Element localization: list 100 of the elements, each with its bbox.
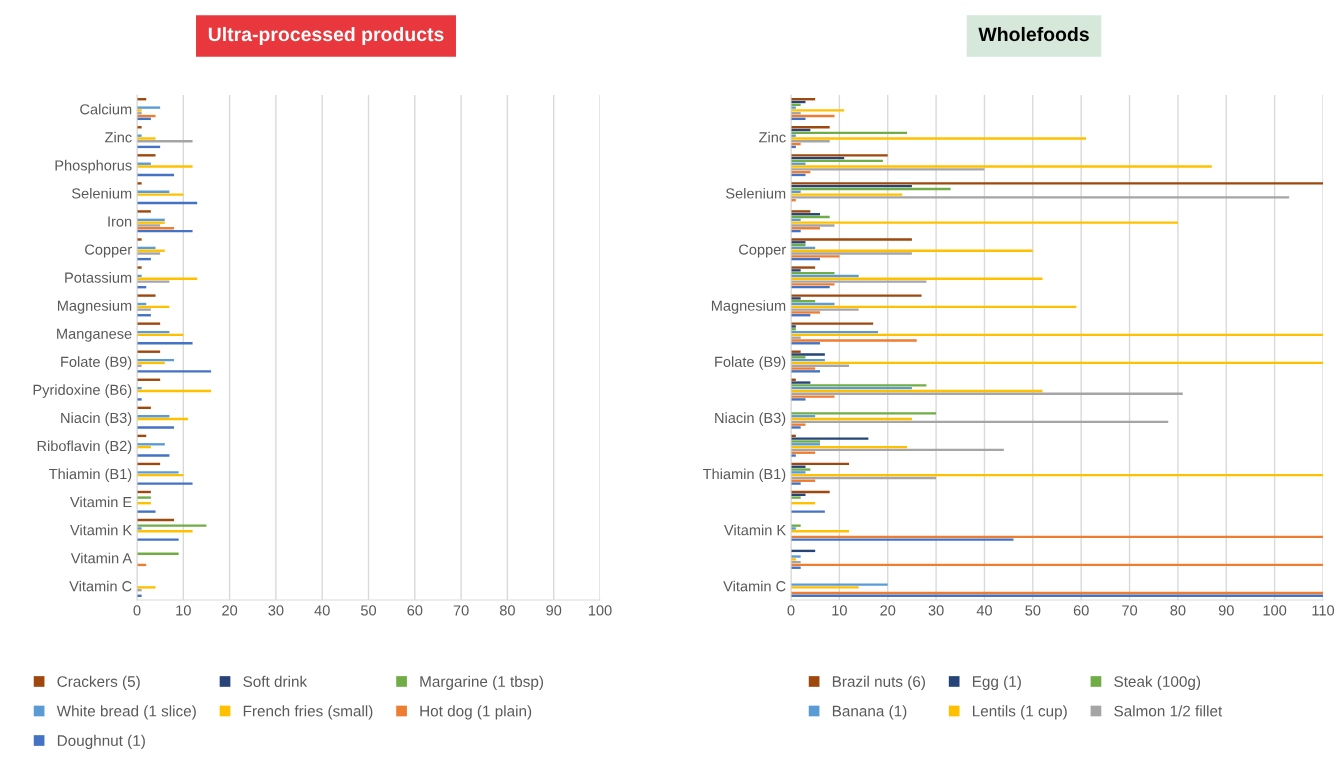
y-tick-label: Magnesium: [711, 300, 786, 314]
chart-title: Wholefoods: [978, 26, 1089, 42]
bar: [137, 496, 151, 499]
bar: [791, 109, 845, 112]
bar: [137, 238, 142, 241]
bar: [791, 266, 816, 269]
legend-label: Doughnut (1): [57, 734, 145, 750]
bar: [791, 471, 806, 474]
x-tick-label: 0: [787, 605, 795, 616]
x-tick-label: 100: [1263, 605, 1287, 616]
x-tick-label: 110: [1312, 605, 1335, 616]
legend-label: Egg (1): [972, 675, 1021, 690]
bar: [791, 308, 859, 311]
y-tick-label: Folate (B9): [715, 356, 786, 370]
legend-label: Banana (1): [832, 705, 907, 720]
bar: [137, 193, 184, 196]
y-tick-label: Vitamin E: [70, 496, 132, 508]
bar: [791, 311, 821, 314]
x-tick-label: 80: [499, 605, 515, 616]
bar: [137, 370, 212, 373]
bar: [137, 538, 179, 541]
bar: [791, 134, 796, 137]
legend-label: Brazil nuts (6): [832, 675, 925, 690]
legend-label: Salmon 1/2 fillet: [1114, 705, 1223, 717]
legend-label: Hot dog (1 plain): [420, 705, 532, 720]
bar: [137, 154, 156, 157]
x-tick-label: 0: [133, 605, 141, 616]
bar: [791, 370, 821, 373]
y-tick-label: Thiamin (B1): [49, 468, 132, 483]
bar: [791, 555, 801, 558]
x-tick-label: 70: [1122, 605, 1138, 616]
x-tick-label: 100: [588, 605, 612, 616]
y-tick-label: Riboflavin (B2): [37, 440, 132, 454]
y-tick-label: Pyridoxine (B6): [33, 384, 132, 398]
y-tick-label: Thiamin (B1): [703, 468, 786, 483]
y-tick-label: Selenium: [72, 187, 132, 199]
bar: [137, 527, 142, 530]
bar: [791, 255, 840, 258]
bar: [137, 586, 156, 589]
x-tick-label: 30: [268, 605, 284, 616]
bar: [137, 426, 175, 429]
y-tick-label: Calcium: [80, 103, 132, 115]
legend-label: Steak (100g): [1114, 675, 1201, 690]
y-tick-label: Iron: [108, 216, 132, 227]
x-tick-label: 10: [176, 605, 191, 616]
bar: [791, 437, 869, 440]
bar: [137, 398, 142, 401]
x-tick-label: 70: [453, 605, 469, 616]
bar: [137, 266, 142, 269]
bar: [791, 168, 985, 171]
y-tick-label: Copper: [85, 244, 132, 258]
y-tick-label: Folate (B9): [61, 356, 132, 370]
bar: [137, 252, 161, 255]
bar: [791, 538, 1014, 541]
bar: [137, 524, 207, 527]
bar: [791, 182, 1323, 185]
bar: [791, 558, 796, 561]
bar: [791, 224, 835, 227]
y-tick-label: Vitamin C: [69, 580, 132, 592]
bar: [791, 412, 937, 415]
bar: [791, 426, 801, 429]
bar: [791, 137, 1087, 140]
bar: [137, 482, 193, 485]
bar: [791, 367, 816, 370]
y-tick-label: Selenium: [726, 187, 786, 199]
y-tick-label: Magnesium: [57, 300, 132, 314]
y-tick-label: Vitamin A: [70, 552, 133, 564]
y-tick-label: Niacin (B3): [61, 412, 132, 426]
bar: [137, 454, 170, 457]
bar: [791, 283, 835, 286]
bar: [791, 527, 796, 530]
y-tick-label: Zinc: [759, 131, 786, 143]
bar: [791, 524, 801, 527]
x-tick-label: 60: [407, 605, 423, 616]
y-tick-label: Manganese: [57, 328, 132, 342]
bar: [791, 423, 806, 426]
bar: [791, 510, 825, 513]
bar: [791, 221, 1178, 224]
bar: [791, 106, 796, 109]
y-tick-label: Potassium: [65, 272, 132, 283]
bar: [137, 106, 161, 109]
bar: [791, 356, 806, 359]
x-tick-label: 80: [1170, 605, 1186, 616]
x-tick-label: 90: [546, 605, 562, 616]
bar: [137, 471, 179, 474]
x-tick-label: 90: [1218, 605, 1234, 616]
bar: [791, 269, 801, 272]
y-tick-label: Copper: [739, 244, 786, 258]
bar: [791, 384, 927, 387]
bar: [791, 586, 859, 589]
bar: [791, 398, 806, 401]
bar: [791, 322, 874, 325]
y-tick-label: Vitamin C: [723, 580, 786, 592]
bar: [137, 510, 156, 513]
y-tick-label: Niacin (B3): [715, 412, 786, 426]
bar: [791, 482, 801, 485]
x-tick-label: 50: [360, 605, 377, 616]
x-tick-label: 10: [832, 605, 847, 616]
x-tick-label: 20: [880, 605, 896, 616]
x-tick-label: 50: [1025, 605, 1041, 616]
